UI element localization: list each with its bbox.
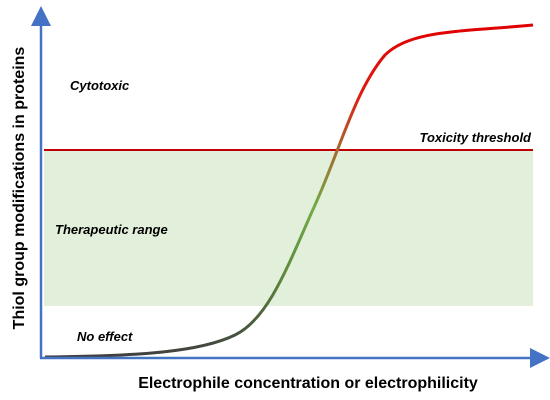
region-label: Cytotoxic: [70, 78, 130, 93]
threshold-label: Toxicity threshold: [420, 130, 533, 145]
response-curve: [44, 23, 534, 359]
region-label: No effect: [77, 329, 133, 344]
therapeutic-band: [44, 150, 533, 306]
x-axis-label: Electrophile concentration or electrophi…: [138, 375, 478, 392]
region-label: Therapeutic range: [55, 222, 168, 237]
y-axis-label: Thiol group modifications in proteins: [11, 47, 28, 330]
